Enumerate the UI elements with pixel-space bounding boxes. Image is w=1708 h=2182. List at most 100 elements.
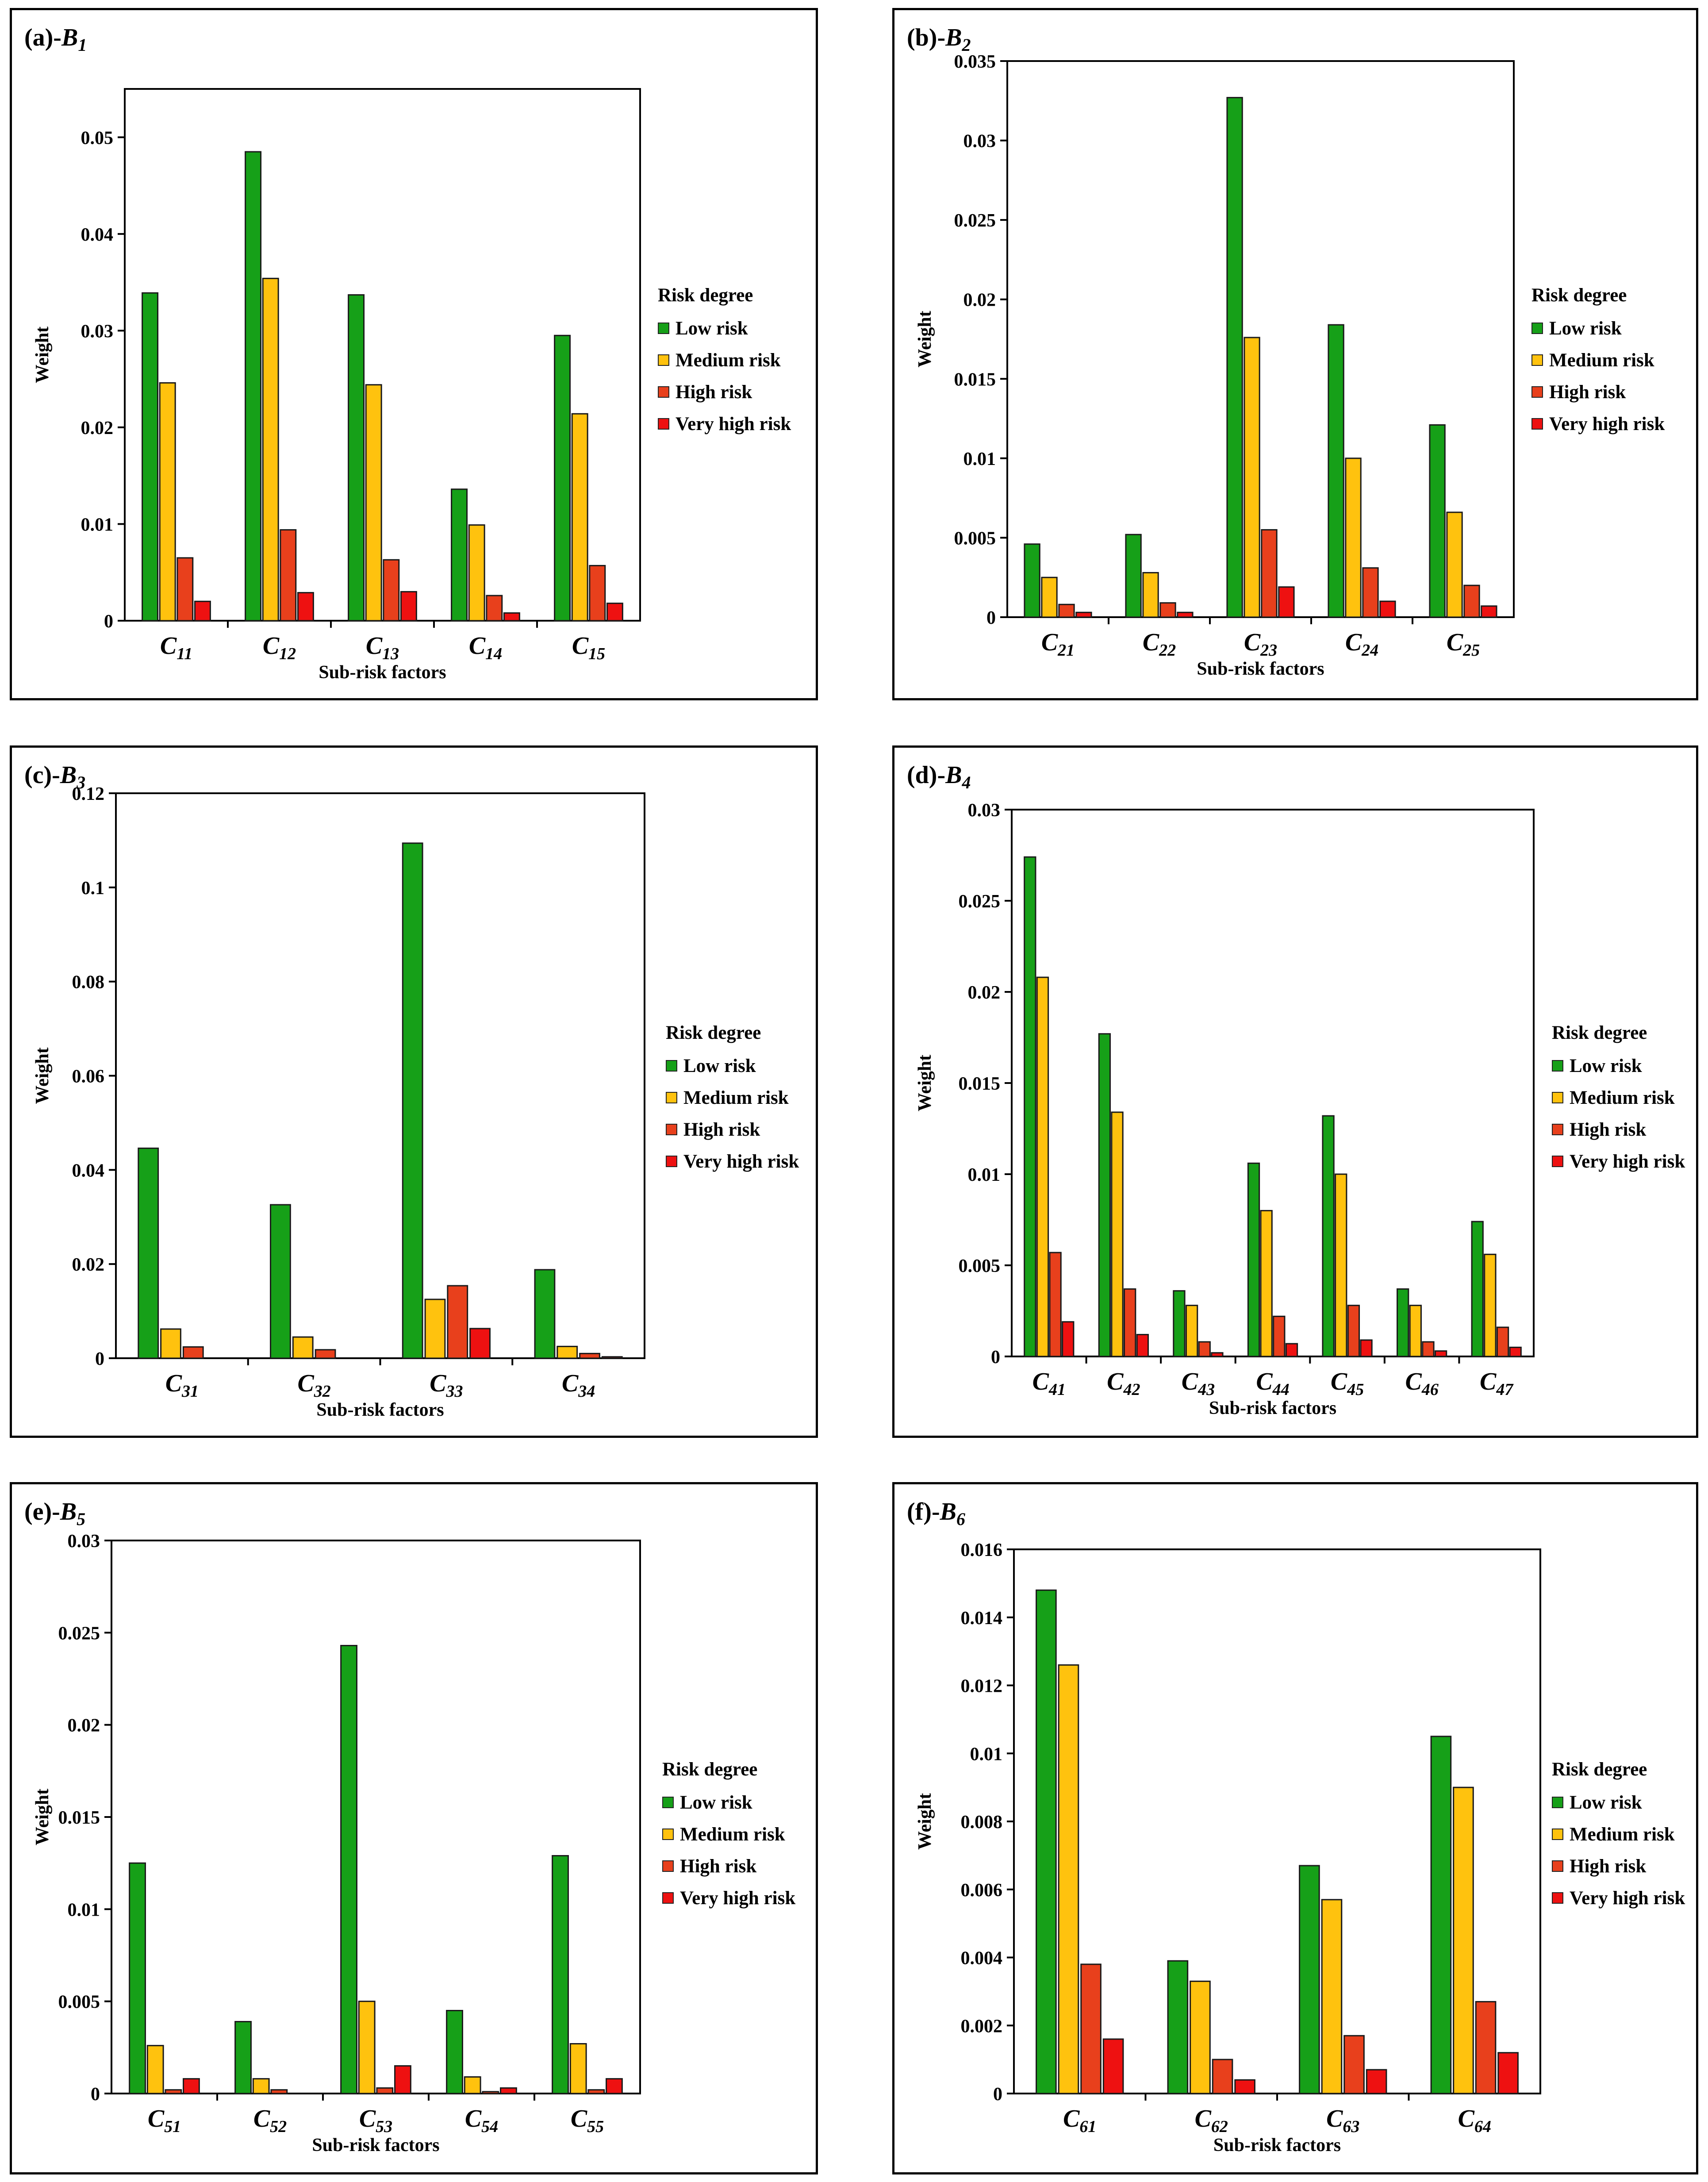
- legend-swatch: [658, 323, 669, 334]
- legend-title: Risk degree: [1552, 1022, 1647, 1043]
- legend-swatch: [1531, 323, 1543, 334]
- bar-high-risk: [1422, 1341, 1435, 1357]
- x-tick-label: C11: [160, 632, 192, 663]
- bar-medium-risk: [424, 1298, 446, 1359]
- y-tick-label: 0.04: [81, 225, 114, 245]
- bar-low-risk: [1247, 1162, 1260, 1357]
- bar-medium-risk: [1058, 1664, 1079, 2094]
- y-tick-label: 0: [991, 1347, 1000, 1368]
- x-tick-label: C12: [263, 632, 296, 663]
- bar-chart-svg: 0 0.01 0.02 0.03 0.04 0.05 Weight C11 C12 C13 C14 C…: [32, 88, 641, 683]
- bar-medium-risk: [1190, 1980, 1211, 2094]
- bar-high-risk: [447, 1285, 468, 1359]
- y-tick-label: 0.03: [963, 131, 996, 152]
- bar-very-high-risk: [1211, 1352, 1224, 1357]
- bar-very-high-risk: [1497, 2052, 1519, 2094]
- bar-high-risk: [177, 557, 194, 622]
- legend: Risk degree Low risk Medium risk High ri…: [662, 1759, 795, 1914]
- bar-very-high-risk: [183, 2078, 200, 2094]
- bar-chart-svg: 0 0.005 0.01 0.015 0.02 0.025 0.03 Weight C41 C42…: [915, 800, 1535, 1418]
- bar-low-risk: [270, 1204, 291, 1359]
- legend-title: Risk degree: [1531, 285, 1627, 306]
- bar-high-risk: [482, 2091, 499, 2094]
- legend-item-low-risk: Low risk: [1552, 1050, 1685, 1082]
- x-axis-label: Sub-risk factors: [1209, 1398, 1336, 1418]
- y-tick-label: 0.008: [961, 1812, 1003, 1832]
- bar-medium-risk: [146, 2045, 164, 2094]
- bar-high-risk: [1049, 1252, 1062, 1357]
- bar-high-risk: [1343, 2035, 1365, 2094]
- x-tick-label: C13: [366, 632, 399, 663]
- x-tick-label: C22: [1143, 629, 1176, 660]
- legend-swatch: [1552, 1156, 1563, 1167]
- bar-low-risk: [554, 334, 571, 622]
- panel-title: (f)-B6: [907, 1498, 965, 1529]
- bar-medium-risk: [358, 2001, 376, 2094]
- bar-medium-risk: [1111, 1111, 1124, 1357]
- bar-low-risk: [446, 2010, 463, 2094]
- legend-item-medium-risk: Medium risk: [666, 1082, 799, 1114]
- bar-chart-svg: 0 0.005 0.01 0.015 0.02 0.025 0.03 0.035 Weight C…: [915, 52, 1515, 679]
- bar-medium-risk: [292, 1336, 314, 1359]
- x-tick-label: C32: [297, 1370, 330, 1401]
- x-tick-label: C42: [1107, 1368, 1140, 1399]
- x-tick-label: C64: [1458, 2105, 1491, 2136]
- y-tick-label: 0.025: [954, 211, 996, 231]
- bar-low-risk: [142, 292, 159, 622]
- legend-item-high-risk: High risk: [662, 1850, 795, 1882]
- x-tick-label: C54: [465, 2105, 498, 2136]
- bar-high-risk: [280, 529, 297, 622]
- bar-chart-svg: 0 0.002 0.004 0.006 0.008 0.01 0.012 0.014 0.016…: [915, 1540, 1541, 2155]
- bar-high-risk: [182, 1346, 204, 1359]
- y-tick-label: 0.1: [81, 878, 105, 899]
- legend-item-low-risk: Low risk: [1552, 1786, 1685, 1818]
- bar-very-high-risk: [194, 600, 211, 622]
- bar-very-high-risk: [606, 603, 623, 622]
- y-tick-label: 0.006: [961, 1880, 1003, 1901]
- bar-low-risk: [129, 1862, 146, 2094]
- legend-swatch: [666, 1124, 677, 1135]
- bar-high-risk: [1261, 529, 1278, 618]
- y-axis-label: Weight: [915, 311, 935, 367]
- bar-low-risk: [348, 294, 365, 622]
- bar-low-risk: [1173, 1290, 1186, 1357]
- bar-high-risk: [486, 595, 503, 622]
- x-tick-label: C46: [1405, 1368, 1438, 1399]
- bar-low-risk: [1036, 1589, 1057, 2094]
- y-tick-label: 0: [986, 608, 996, 628]
- bar-very-high-risk: [503, 612, 520, 622]
- bar-high-risk: [1362, 567, 1379, 618]
- y-tick-label: 0.01: [81, 515, 114, 535]
- x-axis-label: Sub-risk factors: [316, 1400, 444, 1420]
- y-axis-label: Weight: [32, 1047, 53, 1104]
- bar-low-risk: [1397, 1288, 1409, 1357]
- bar-high-risk: [1159, 602, 1176, 618]
- chart-panel-f: (f)-B6 0 0.002 0.004 0.006 0.008 0.01 0.012 0.0…: [892, 1482, 1698, 2174]
- bar-low-risk: [1226, 97, 1243, 618]
- legend-item-low-risk: Low risk: [658, 312, 791, 344]
- bar-very-high-risk: [1234, 2079, 1255, 2094]
- bar-high-risk: [1212, 2059, 1233, 2094]
- bar-low-risk: [1430, 1736, 1452, 2094]
- bar-very-high-risk: [1136, 1334, 1149, 1357]
- bar-medium-risk: [252, 2078, 270, 2094]
- x-axis-label: Sub-risk factors: [1213, 2135, 1341, 2155]
- y-tick-label: 0.12: [72, 784, 105, 804]
- x-tick-label: C33: [430, 1370, 463, 1401]
- x-axis-label: Sub-risk factors: [319, 662, 446, 683]
- bar-high-risk: [165, 2089, 182, 2094]
- legend-swatch: [1552, 1124, 1563, 1135]
- legend-item-low-risk: Low risk: [1531, 312, 1665, 344]
- bar-medium-risk: [557, 1345, 578, 1359]
- x-tick-label: C63: [1326, 2105, 1359, 2136]
- bar-high-risk: [376, 2087, 394, 2094]
- bar-very-high-risk: [297, 592, 314, 622]
- legend-swatch: [1552, 1860, 1563, 1872]
- legend-swatch: [666, 1092, 677, 1103]
- bar-low-risk: [451, 488, 468, 622]
- bar-low-risk: [1322, 1115, 1335, 1357]
- bar-very-high-risk: [469, 1328, 491, 1359]
- x-tick-label: C31: [165, 1370, 199, 1401]
- bar-medium-risk: [571, 413, 588, 622]
- y-tick-label: 0.015: [58, 1808, 100, 1828]
